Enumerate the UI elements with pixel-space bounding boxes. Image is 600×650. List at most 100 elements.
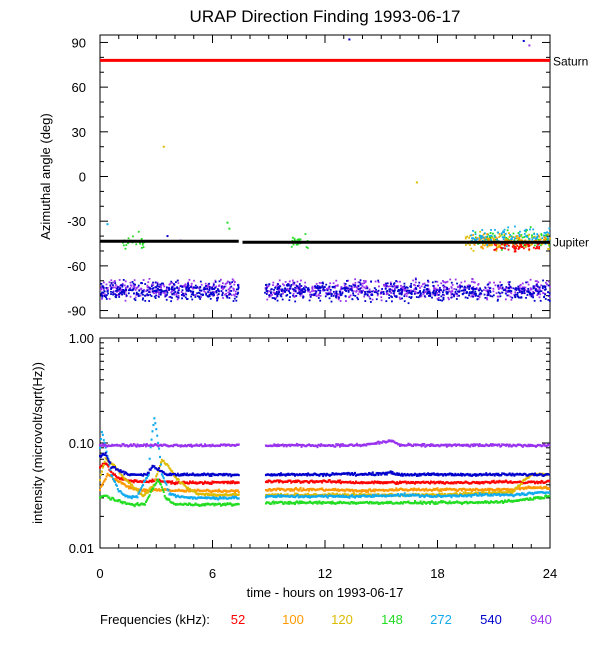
azimuth-point (299, 238, 302, 241)
intensity-point (160, 458, 163, 461)
intensity-point (384, 471, 387, 474)
azimuth-point (519, 289, 522, 292)
intensity-point (123, 493, 126, 496)
azimuth-point (476, 237, 479, 240)
azimuth-point (395, 280, 398, 282)
intensity-plot-frame (99, 337, 551, 549)
azimuth-point (190, 293, 193, 296)
intensity-point (102, 439, 105, 442)
azimuth-point (419, 292, 422, 295)
azimuth-point (212, 283, 215, 286)
azimuth-point (461, 292, 464, 295)
intensity-point (203, 482, 206, 485)
azimuth-point (291, 236, 294, 239)
azimuth-point (450, 281, 453, 284)
azimuth-point (360, 290, 363, 293)
azimuth-point (490, 229, 492, 231)
azimuth-point (442, 286, 445, 289)
azimuth-point (405, 292, 408, 295)
azimuth-point (453, 288, 456, 290)
intensity-point (230, 503, 233, 506)
azimuth-point (207, 284, 210, 287)
azimuth-point (270, 291, 272, 294)
intensity-point (376, 501, 379, 504)
azimuth-point (115, 290, 117, 292)
azimuth-point (299, 288, 302, 291)
intensity-point (134, 487, 137, 490)
azimuth-point (417, 291, 420, 294)
azimuth-point (418, 294, 421, 297)
azimuth-point (363, 295, 366, 298)
azimuth-point (464, 244, 467, 246)
intensity-point (116, 488, 119, 491)
intensity-point (162, 490, 165, 494)
azimuth-point (388, 294, 391, 297)
intensity-point (509, 491, 512, 495)
azimuth-point (487, 290, 489, 293)
azimuth-point (533, 286, 536, 289)
intensity-series-540khz (99, 452, 551, 478)
azimuth-point (363, 282, 366, 285)
intensity-point (423, 472, 426, 475)
intensity-point (500, 490, 503, 494)
azimuth-point (311, 287, 314, 289)
intensity-point (521, 479, 524, 483)
azimuth-point (489, 295, 492, 297)
azimuth-point (547, 248, 550, 250)
intensity-point (136, 496, 139, 499)
azimuth-point (398, 292, 401, 295)
azimuth-point (348, 284, 351, 287)
azimuth-point (322, 287, 325, 289)
intensity-point (202, 473, 205, 477)
azimuth-point (345, 287, 348, 290)
intensity-point (436, 502, 439, 505)
azimuth-point (200, 289, 203, 292)
intensity-point (419, 495, 422, 498)
intensity-point (330, 502, 333, 505)
azimuth-point (427, 290, 429, 293)
azimuth-point (369, 290, 372, 293)
intensity-point (135, 479, 138, 482)
azimuth-point (403, 285, 406, 288)
azimuth-point (210, 293, 213, 295)
azimuth-point (481, 290, 483, 292)
intensity-point (172, 501, 175, 504)
azimuth-point (419, 293, 422, 296)
azimuth-point (234, 292, 237, 295)
intensity-point (441, 492, 444, 495)
azimuth-point (442, 284, 445, 287)
azimuth-point (423, 295, 426, 298)
azimuth-point (333, 286, 336, 289)
azimuth-point (156, 281, 159, 284)
azimuth-point (504, 288, 507, 290)
intensity-point (539, 497, 542, 500)
azimuth-point (496, 295, 499, 298)
azimuth-point (171, 282, 174, 284)
intensity-point (506, 487, 509, 491)
azimuth-point (501, 291, 504, 294)
azimuth-point (324, 289, 327, 291)
intensity-point (354, 489, 357, 492)
azimuth-point (128, 288, 131, 291)
intensity-point (149, 468, 152, 471)
intensity-point (106, 495, 109, 498)
azimuth-point (297, 286, 300, 289)
azimuth-point (171, 296, 173, 299)
azimuth-point (305, 286, 307, 289)
intensity-point (347, 493, 350, 496)
azimuth-point (155, 292, 157, 294)
azimuth-point (352, 292, 354, 295)
azimuth-point (101, 297, 103, 300)
azimuth-point (487, 237, 489, 240)
intensity-point (150, 480, 153, 483)
azimuth-point (174, 291, 177, 293)
azimuth-point (336, 284, 339, 287)
azimuth-point (343, 282, 346, 285)
azimuth-point (186, 284, 189, 287)
azimuth-point (297, 292, 299, 295)
azimuth-point (506, 229, 509, 232)
azimuth-point (190, 282, 193, 285)
azimuth-point (137, 293, 140, 295)
azimuth-point (475, 288, 477, 290)
azimuth-point (390, 283, 392, 285)
